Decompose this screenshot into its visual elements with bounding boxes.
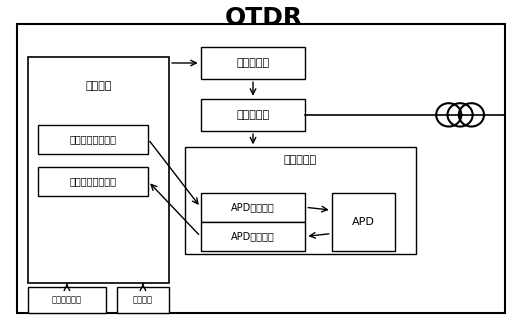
Bar	[201, 47, 306, 79]
Bar	[116, 287, 169, 313]
Text: 衰耗系数温度补唇: 衰耗系数温度补唇	[70, 176, 116, 186]
Text: APD探测电路: APD探测电路	[231, 232, 275, 241]
Bar	[201, 193, 306, 222]
Bar	[185, 147, 415, 254]
Text: 温度探测: 温度探测	[133, 295, 153, 304]
Bar	[27, 287, 106, 313]
Text: OTDR: OTDR	[225, 6, 302, 30]
Bar	[27, 57, 169, 284]
Bar	[17, 24, 505, 313]
Bar	[331, 193, 395, 251]
Text: 温度定标数据: 温度定标数据	[52, 295, 82, 304]
Bar	[201, 222, 306, 251]
Bar	[38, 167, 148, 196]
Text: APD驱动电路: APD驱动电路	[231, 202, 275, 212]
Text: 光发送单元: 光发送单元	[237, 58, 270, 68]
Text: 光接收单元: 光接收单元	[284, 155, 317, 165]
Text: 偶置电压温度补唇: 偶置电压温度补唇	[70, 134, 116, 144]
Bar	[201, 99, 306, 131]
Text: 控制单元: 控制单元	[85, 81, 112, 91]
Bar	[38, 125, 148, 154]
Text: APD: APD	[352, 217, 375, 227]
Text: 光耦合单元: 光耦合单元	[237, 110, 270, 120]
